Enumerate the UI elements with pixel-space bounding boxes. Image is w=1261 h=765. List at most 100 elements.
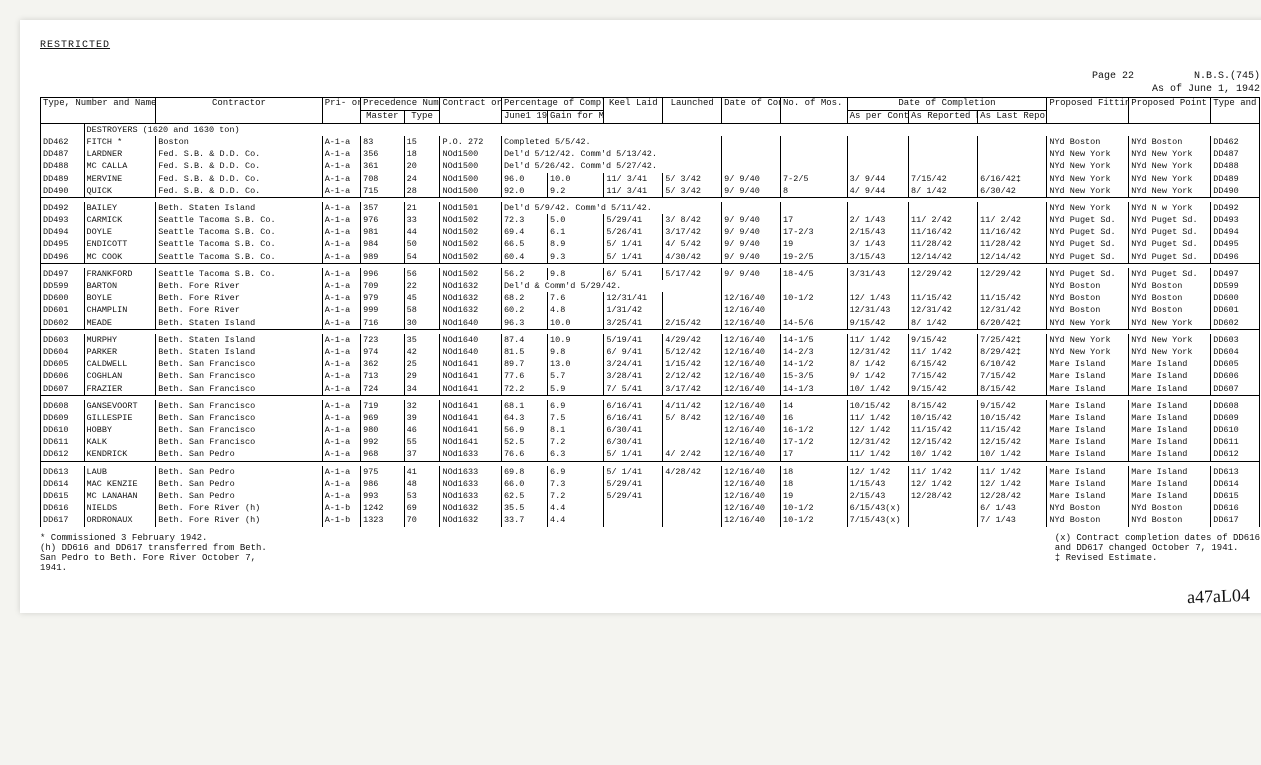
cell: NYd Boston xyxy=(1129,502,1211,514)
hdr-master: Master xyxy=(361,110,405,123)
cell: 2/12/42 xyxy=(663,370,722,382)
cell: 6/30/41 xyxy=(604,436,663,448)
cell: DD610 xyxy=(1211,424,1260,436)
table-row: DD488MC CALLAFed. S.B. & D.D. Co.A-1-a36… xyxy=(41,160,1260,172)
cell: 8/ 1/42 xyxy=(847,358,908,370)
cell: NYd New York xyxy=(1129,334,1211,346)
hdr-contractor: Contractor xyxy=(156,98,322,124)
cell: NYd Boston xyxy=(1129,304,1211,316)
cell: DD607 xyxy=(41,383,85,396)
cell: 10/15/42 xyxy=(909,412,978,424)
cell: 989 xyxy=(361,251,405,264)
cell: Beth. San Pedro xyxy=(156,490,322,502)
cell: NYd Puget Sd. xyxy=(1047,268,1129,280)
cell: 21 xyxy=(404,202,440,214)
cell: 18-4/5 xyxy=(781,268,848,280)
cell xyxy=(781,136,848,148)
cell: Del'd & Comm'd 5/29/42. xyxy=(501,280,721,292)
cell: NOd1501 xyxy=(440,202,501,214)
cell: 12/16/40 xyxy=(722,383,781,396)
cell: 12/16/40 xyxy=(722,466,781,478)
cell: 999 xyxy=(361,304,405,316)
cell: MEADE xyxy=(84,317,156,330)
cell: Beth. San Francisco xyxy=(156,358,322,370)
cell: 4.4 xyxy=(548,514,604,526)
cell: 12/14/42 xyxy=(909,251,978,264)
cell: NOd1500 xyxy=(440,185,501,198)
cell: Beth. San Francisco xyxy=(156,383,322,396)
cell: 54 xyxy=(404,251,440,264)
cell: 12/16/40 xyxy=(722,400,781,412)
cell xyxy=(663,292,722,304)
cell: 2/15/42 xyxy=(663,317,722,330)
cell: 996 xyxy=(361,268,405,280)
cell: LAUB xyxy=(84,466,156,478)
cell: Fed. S.B. & D.D. Co. xyxy=(156,160,322,172)
cell: NOd1632 xyxy=(440,304,501,316)
cell: 12/15/42 xyxy=(978,436,1047,448)
cell: DD613 xyxy=(1211,466,1260,478)
cell: DD610 xyxy=(41,424,85,436)
cell: 11/28/42 xyxy=(909,238,978,250)
hdr-aslast: As Last Reported by Building Yard xyxy=(978,110,1047,123)
cell: 3/ 1/43 xyxy=(847,238,908,250)
cell xyxy=(663,490,722,502)
cell: 55 xyxy=(404,436,440,448)
cell: MC CALLA xyxy=(84,160,156,172)
cell: 18 xyxy=(404,148,440,160)
cell: 8/ 1/42 xyxy=(909,185,978,198)
cell: 72.2 xyxy=(501,383,547,396)
cell: DOYLE xyxy=(84,226,156,238)
cell: 7.3 xyxy=(548,478,604,490)
cell: 719 xyxy=(361,400,405,412)
cell: 3/15/43 xyxy=(847,251,908,264)
cell: NOd1500 xyxy=(440,148,501,160)
cell: Beth. Fore River xyxy=(156,304,322,316)
cell xyxy=(847,160,908,172)
cell: 17 xyxy=(781,448,848,461)
cell: 69.8 xyxy=(501,466,547,478)
cell: 12/31/42 xyxy=(978,304,1047,316)
cell: DD599 xyxy=(1211,280,1260,292)
cell xyxy=(909,160,978,172)
cell: DD600 xyxy=(41,292,85,304)
cell xyxy=(909,202,978,214)
cell: NOd1640 xyxy=(440,346,501,358)
cell: Mare Island xyxy=(1047,436,1129,448)
cell: 4/29/42 xyxy=(663,334,722,346)
cell: DD603 xyxy=(41,334,85,346)
cell: A-1-a xyxy=(322,370,360,382)
cell: DD609 xyxy=(1211,412,1260,424)
cell: 62.5 xyxy=(501,490,547,502)
cell xyxy=(663,424,722,436)
cell xyxy=(978,136,1047,148)
cell: 15 xyxy=(404,136,440,148)
cell: 12/16/40 xyxy=(722,292,781,304)
cell: DD495 xyxy=(1211,238,1260,250)
cell: NYd New York xyxy=(1129,317,1211,330)
cell: 12/28/42 xyxy=(978,490,1047,502)
cell: 41 xyxy=(404,466,440,478)
cell: 8/ 1/42 xyxy=(909,317,978,330)
document-page: RESTRICTED Page 22 N.B.S.(745) As of Jun… xyxy=(20,20,1261,613)
cell: 1/31/42 xyxy=(604,304,663,316)
cell: Beth. San Francisco xyxy=(156,412,322,424)
cell: DD493 xyxy=(1211,214,1260,226)
restricted-stamp: RESTRICTED xyxy=(40,40,110,51)
cell: 16-1/2 xyxy=(781,424,848,436)
cell: 5/ 8/42 xyxy=(663,412,722,424)
cell: NYd Puget Sd. xyxy=(1047,214,1129,226)
cell: 992 xyxy=(361,436,405,448)
cell: 8.1 xyxy=(548,424,604,436)
cell: 11/15/42 xyxy=(909,424,978,436)
cell: 6/15/43(x) xyxy=(847,502,908,514)
cell: CALDWELL xyxy=(84,358,156,370)
cell: 981 xyxy=(361,226,405,238)
cell: 35 xyxy=(404,334,440,346)
cell: 12/31/42 xyxy=(847,346,908,358)
table-row: DD607FRAZIERBeth. San FranciscoA-1-a7243… xyxy=(41,383,1260,396)
cell xyxy=(663,304,722,316)
cell: 16 xyxy=(781,412,848,424)
cell: CARMICK xyxy=(84,214,156,226)
cell: 9/ 9/40 xyxy=(722,185,781,198)
